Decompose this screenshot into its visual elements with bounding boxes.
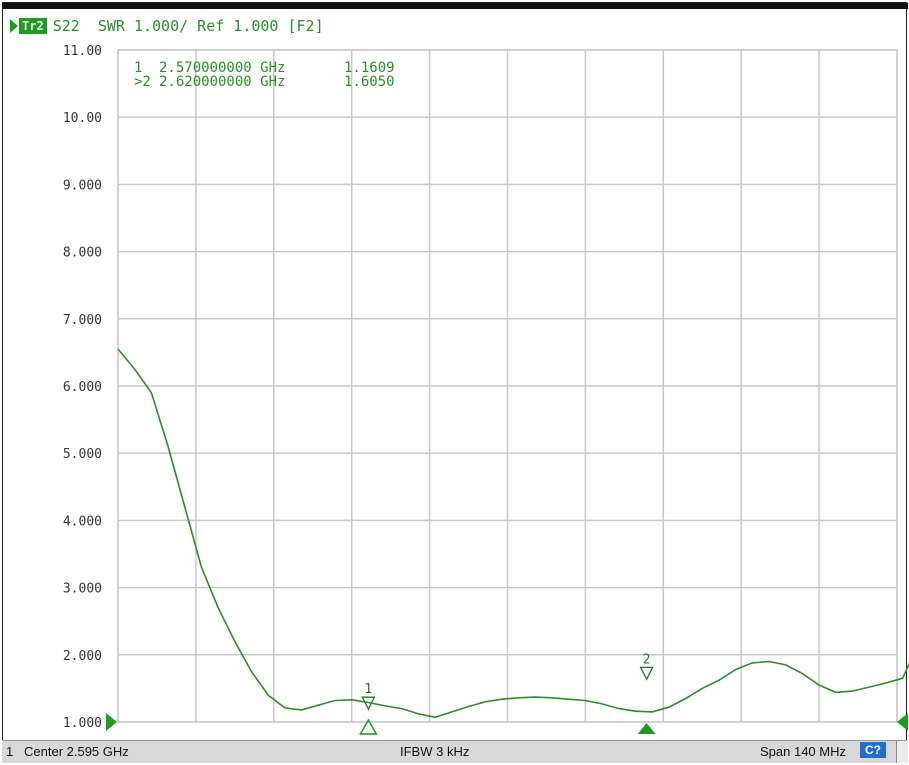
reference-level-right-arrow-icon[interactable]: [897, 713, 908, 731]
y-tick-label: 9.000: [63, 178, 102, 193]
stimulus-marker-1-icon[interactable]: [359, 718, 378, 735]
calibration-status-badge[interactable]: C?: [860, 742, 886, 758]
marker-readout-value: 1.1609: [344, 60, 395, 76]
y-tick-label: 10.00: [63, 111, 102, 126]
marker-label: 1: [364, 682, 372, 697]
marker-readout-frequency: 2.620000000 GHz: [159, 74, 285, 90]
trace-header: Tr2 S22 SWR 1.000/ Ref 1.000 [F2]: [10, 16, 324, 36]
channel-number[interactable]: 1: [6, 744, 14, 759]
y-tick-label: 6.000: [63, 380, 102, 395]
marker-label: 2: [643, 652, 651, 667]
marker-readout-value: 1.6050: [344, 74, 395, 90]
trace-description: S22 SWR 1.000/ Ref 1.000 [F2]: [52, 17, 324, 35]
y-tick-label: 5.000: [63, 447, 102, 462]
y-tick-label: 2.000: [63, 649, 102, 664]
y-tick-label: 3.000: [63, 582, 102, 597]
trace-label: Tr2: [19, 18, 47, 34]
center-frequency[interactable]: Center 2.595 GHz: [24, 744, 129, 759]
status-edge-control: [896, 741, 908, 763]
marker-readout-id: 1: [134, 60, 142, 76]
trace-line-s22: [117, 348, 909, 719]
y-tick-label: 4.000: [63, 514, 102, 529]
y-tick-label: 1.000: [63, 716, 102, 731]
status-bar: 1 Center 2.595 GHz IFBW 3 kHz Span 140 M…: [2, 740, 908, 763]
marker-readout-id: >2: [134, 74, 151, 90]
trace-badge[interactable]: Tr2: [10, 18, 47, 35]
y-tick-label: 11.00: [63, 44, 102, 59]
window-top-border: [3, 3, 908, 9]
reference-level-left-arrow-icon[interactable]: [106, 713, 117, 731]
frequency-span[interactable]: Span 140 MHz: [760, 744, 846, 759]
stimulus-marker-active-icon[interactable]: [637, 723, 656, 734]
marker-triangle-icon[interactable]: [639, 666, 654, 681]
active-trace-arrow-icon: [10, 19, 18, 33]
y-tick-label: 8.000: [63, 246, 102, 261]
marker-readout-frequency: 2.570000000 GHz: [159, 60, 285, 76]
marker-triangle-icon[interactable]: [361, 696, 376, 711]
y-tick-label: 7.000: [63, 313, 102, 328]
if-bandwidth[interactable]: IFBW 3 kHz: [400, 744, 470, 759]
swr-chart: 1.000 2.000 3.000 4.000 5.000 6.000 7.000 8.000…: [63, 44, 909, 735]
